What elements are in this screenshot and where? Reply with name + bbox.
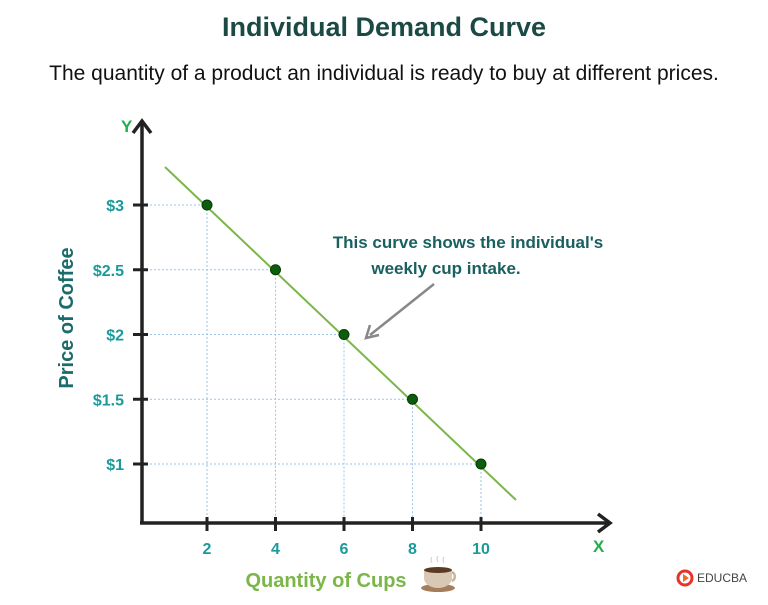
annotation-arrow: [369, 283, 435, 336]
x-tick-label: 10: [472, 541, 490, 558]
y-axis-label: Price of Coffee: [56, 247, 78, 388]
educba-logo-icon: [676, 569, 694, 587]
guide-lines: [142, 204, 482, 523]
chart-subtitle: The quantity of a product an individual …: [49, 62, 719, 85]
x-tick-label: 4: [271, 541, 280, 558]
x-tick-label: 2: [203, 541, 212, 558]
data-point: [338, 329, 350, 340]
annotation-line-1: This curve shows the individual's: [333, 233, 603, 252]
y-axis-arrow: [131, 118, 153, 135]
coffee-cup-icon: [421, 555, 457, 592]
y-tick-label: $2.5: [93, 263, 124, 280]
x-axis-arrow: [596, 512, 613, 534]
logo-text: EDUCBA: [697, 571, 748, 585]
x-tick-label: 6: [340, 541, 349, 558]
x-tick-label: 8: [408, 541, 417, 558]
data-point: [407, 393, 418, 405]
x-axis-label: Quantity of Cups: [245, 570, 406, 592]
y-tick-label: $3: [106, 198, 124, 215]
annotation-line-2: weekly cup intake.: [370, 259, 520, 278]
y-tick-label: $1.5: [93, 392, 124, 409]
chart-title: Individual Demand Curve: [221, 12, 547, 42]
data-point: [201, 199, 213, 211]
y-tick-label: $2: [106, 328, 124, 345]
x-axis-letter: X: [593, 537, 605, 556]
annotation-arrowhead: [364, 324, 380, 340]
data-point: [475, 458, 487, 470]
educba-logo: EDUCBA: [676, 569, 747, 587]
y-tick-label: $1: [106, 457, 124, 474]
data-point: [270, 264, 281, 276]
y-axis-letter: Y: [121, 117, 133, 136]
